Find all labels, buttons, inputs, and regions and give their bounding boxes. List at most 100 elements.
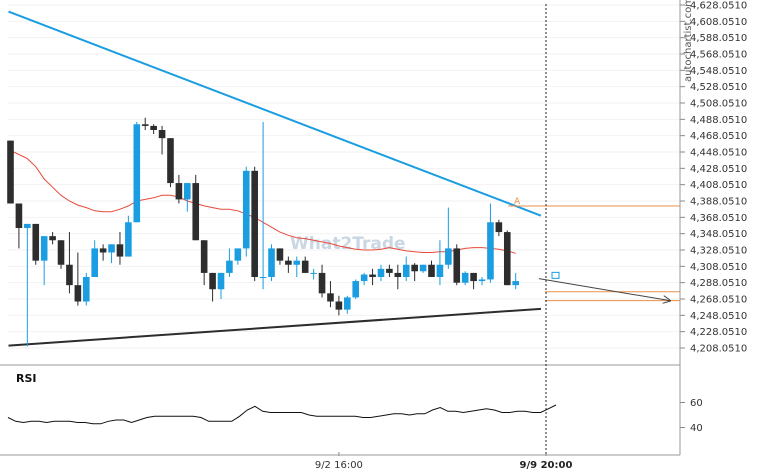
y-tick-label: 4,228.0510 [690, 327, 747, 338]
candle-body [268, 248, 275, 277]
candle-body [108, 244, 115, 253]
candle-body [74, 285, 82, 302]
candles-layer [7, 117, 519, 347]
y-tick-label: 4,448.0510 [690, 148, 747, 159]
candle-body [234, 248, 242, 261]
candle-body [470, 272, 477, 282]
candle-body [226, 260, 233, 273]
candle-body [377, 268, 385, 277]
resistance-trendline [8, 10, 542, 217]
candle-body [82, 276, 90, 302]
support-trendline [8, 307, 542, 347]
candle-body [99, 248, 107, 253]
candle-body [49, 236, 56, 241]
candle-body [32, 223, 40, 261]
candle-body [285, 260, 292, 265]
candle-body [445, 248, 452, 265]
rsi-tick-label: 40 [690, 423, 703, 434]
candle-body [503, 232, 511, 286]
candle-body [7, 140, 14, 204]
candle-body [461, 272, 469, 283]
y-tick-label: 4,528.0510 [690, 82, 747, 93]
rsi-line [7, 404, 557, 425]
candle-body [453, 248, 461, 283]
candle-body [125, 222, 132, 257]
candle-body [116, 244, 124, 257]
candle-body [344, 297, 351, 310]
candle-body [175, 183, 183, 200]
candle-body [352, 281, 360, 298]
candle-body [428, 264, 435, 277]
x-tick-label: 9/2 16:00 [315, 460, 363, 471]
candle-body [91, 248, 98, 277]
y-tick-label: 4,408.0510 [690, 180, 747, 191]
candle-body [318, 272, 326, 294]
last-price-marker [551, 271, 560, 279]
projection-arrow [538, 278, 670, 301]
candle-body [276, 248, 284, 261]
y-tick-label: 4,508.0510 [690, 99, 747, 110]
candle-body [217, 272, 225, 290]
candle-body [242, 170, 250, 249]
rsi-tick-label: 60 [690, 398, 703, 409]
candle-body [419, 264, 427, 272]
candle-body [495, 222, 503, 233]
candle-body [158, 129, 166, 139]
candle-body [487, 222, 494, 280]
candle-body [66, 264, 73, 286]
y-tick-label: 4,208.0510 [690, 344, 747, 355]
candle-body [310, 272, 317, 274]
candle-body [386, 268, 393, 273]
watermark-side: autochartist.com [683, 0, 694, 82]
candle-body [436, 264, 444, 277]
y-tick-label: 4,468.0510 [690, 131, 747, 142]
candle-body [335, 301, 343, 310]
candle-body [192, 183, 200, 241]
grid-layer [8, 4, 680, 349]
y-tick-label: 4,388.0510 [690, 197, 747, 208]
candle-body [57, 240, 65, 265]
y-tick-label: 4,608.0510 [690, 17, 747, 28]
rsi-panel-label: RSI [16, 372, 37, 385]
y-tick-label: 4,268.0510 [690, 295, 747, 306]
candle-body [293, 260, 301, 265]
y-tick-label: 4,308.0510 [690, 262, 747, 273]
candle-body [40, 236, 48, 261]
candle-body [200, 240, 208, 273]
candle-body [478, 279, 486, 282]
candle-body [251, 170, 258, 277]
y-tick-label: 4,368.0510 [690, 213, 747, 224]
candle-body [184, 183, 191, 200]
candle-body [150, 125, 157, 130]
candle-body [402, 264, 410, 277]
y-tick-label: 4,568.0510 [690, 50, 747, 61]
candle-body [15, 203, 23, 228]
overlay-layer: A [508, 197, 680, 301]
y-tick-label: 4,628.0510 [690, 1, 747, 12]
y-tick-label: 4,428.0510 [690, 164, 747, 175]
candle-body [369, 274, 376, 277]
candle-body [360, 274, 368, 282]
rsi-panel: 60 40 [7, 398, 703, 434]
candle-body [411, 264, 418, 272]
y-tick-label: 4,588.0510 [690, 33, 747, 44]
y-tick-label: 4,288.0510 [690, 278, 747, 289]
candle-body [133, 124, 141, 223]
watermark-main: What2Trade [290, 234, 406, 254]
candle-body [301, 260, 309, 273]
apex-label: A [514, 197, 521, 207]
candle-body [394, 272, 402, 277]
y-tick-label: 4,248.0510 [690, 311, 747, 322]
candle-body [167, 138, 174, 184]
candle-body [327, 293, 334, 302]
x-tick-label: 9/9 20:00 [520, 460, 573, 471]
candle-body [24, 223, 31, 228]
candle-body [259, 276, 267, 278]
candle-body [209, 272, 216, 290]
y-tick-label: 4,348.0510 [690, 229, 747, 240]
candle-body [512, 281, 519, 286]
candle-body [141, 124, 149, 126]
